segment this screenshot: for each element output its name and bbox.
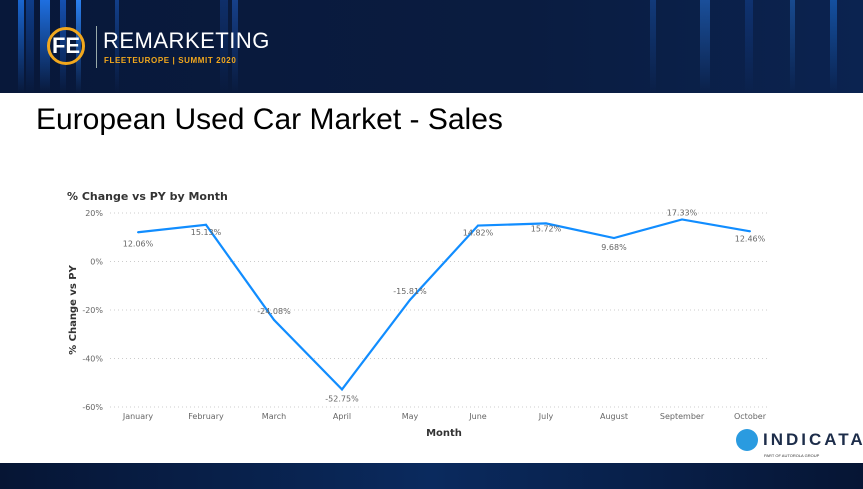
- data-label: 15.72%: [531, 224, 562, 233]
- y-tick-label: 0%: [90, 258, 103, 267]
- divider: [96, 26, 97, 68]
- banner-stripe: [745, 0, 753, 93]
- banner-stripe: [18, 0, 24, 93]
- data-point: [613, 237, 615, 240]
- banner-stripe: [790, 0, 795, 93]
- series-line: [137, 218, 751, 392]
- data-label: 12.06%: [123, 239, 154, 248]
- data-label: -24.08%: [257, 307, 291, 316]
- banner-stripe: [650, 0, 656, 93]
- data-point: [749, 230, 751, 233]
- footer-band: [0, 463, 863, 489]
- banner-stripe: [700, 0, 710, 93]
- data-label: 14.82%: [463, 229, 494, 238]
- indicata-name: INDICATA: [763, 430, 863, 449]
- x-tick-label: January: [122, 412, 154, 421]
- data-label: 17.33%: [667, 208, 698, 217]
- brand-name: REMARKETING: [103, 28, 270, 53]
- data-label: -15.81%: [393, 287, 427, 296]
- data-label: 15.13%: [191, 228, 222, 237]
- x-tick-label: May: [402, 412, 419, 421]
- data-label: 12.46%: [735, 234, 766, 243]
- x-tick-label: June: [468, 412, 487, 421]
- data-label: 9.68%: [601, 243, 627, 252]
- banner-stripe: [26, 0, 34, 93]
- data-point: [273, 318, 275, 321]
- x-tick-label: February: [188, 412, 224, 421]
- data-point: [341, 388, 343, 391]
- banner-stripe: [232, 0, 238, 93]
- data-point: [205, 223, 207, 226]
- data-label: -52.75%: [325, 394, 359, 403]
- x-tick-label: March: [262, 412, 286, 421]
- banner-stripe: [115, 0, 119, 93]
- y-tick-label: 20%: [85, 209, 103, 218]
- x-tick-label: July: [538, 412, 554, 421]
- banner-stripe: [40, 0, 50, 93]
- y-tick-label: -60%: [82, 403, 103, 412]
- indicata-logo: INDICATA: [736, 429, 863, 451]
- banner-stripe: [220, 0, 228, 93]
- data-point: [545, 222, 547, 225]
- y-tick-label: -20%: [82, 306, 103, 315]
- data-point: [681, 218, 683, 221]
- chart-title: % Change vs PY by Month: [67, 190, 228, 203]
- indicata-tagline: PART OF AUTOROLA GROUP: [764, 453, 820, 458]
- data-point: [477, 224, 479, 227]
- brand-subtitle: FLEETEUROPE | SUMMIT 2020: [104, 56, 237, 65]
- slide-title: European Used Car Market - Sales: [36, 103, 503, 136]
- y-axis-label: % Change vs PY: [68, 264, 79, 355]
- x-axis-label: Month: [426, 428, 462, 439]
- indicata-icon: [736, 429, 758, 451]
- y-tick-label: -40%: [82, 355, 103, 364]
- x-tick-label: April: [333, 412, 351, 421]
- x-tick-label: August: [600, 412, 628, 421]
- data-point: [409, 298, 411, 301]
- fleet-europe-logo: FE: [47, 27, 85, 65]
- data-point: [137, 231, 139, 234]
- banner-stripe: [830, 0, 837, 93]
- x-tick-label: October: [734, 412, 767, 421]
- banner: FE REMARKETING FLEETEUROPE | SUMMIT 2020: [0, 0, 863, 93]
- x-tick-label: September: [660, 412, 705, 421]
